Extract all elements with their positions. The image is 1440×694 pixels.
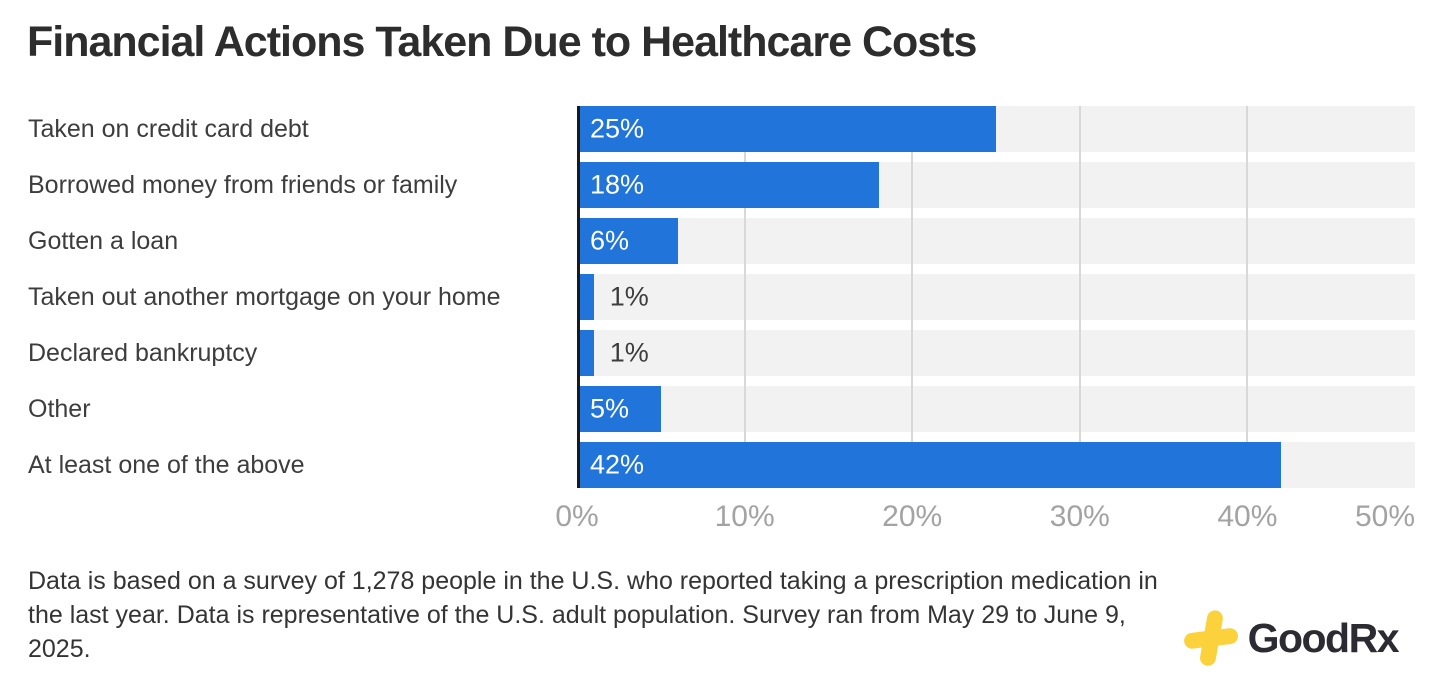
chart: Taken on credit card debt 25% Borrowed mon…	[0, 106, 1415, 488]
bar-value-label: 25%	[590, 113, 645, 144]
category-label: Borrowed money from friends or family	[28, 170, 458, 199]
cross-shape	[1183, 610, 1238, 666]
bar-track: 18%	[577, 162, 1415, 208]
chart-row: Taken on credit card debt 25%	[0, 106, 1415, 152]
bar-track: 1%	[577, 330, 1415, 376]
bar-track: 25%	[577, 106, 1415, 152]
y-axis-line	[577, 106, 580, 488]
chart-row: At least one of the above 42%	[0, 442, 1415, 488]
bar-value-label: 1%	[609, 337, 649, 368]
x-tick-label: 30%	[1049, 500, 1110, 533]
category-cell: Gotten a loan	[0, 218, 577, 264]
x-tick-label: 10%	[714, 500, 775, 533]
bar	[577, 106, 996, 152]
category-cell: Borrowed money from friends or family	[0, 162, 577, 208]
bar-value-label: 1%	[609, 281, 649, 312]
category-cell: At least one of the above	[0, 442, 577, 488]
goodrx-logo-text: GoodRx	[1247, 614, 1400, 661]
category-label: Declared bankruptcy	[28, 338, 258, 367]
bar	[577, 218, 678, 264]
x-tick-label: 20%	[882, 500, 943, 533]
bar-value-label: 6%	[590, 225, 630, 256]
chart-row: Gotten a loan 6%	[0, 218, 1415, 264]
page-title: Financial Actions Taken Due to Healthcar…	[27, 18, 977, 66]
bar	[577, 274, 594, 320]
x-tick-label: 0%	[555, 500, 599, 533]
bar	[577, 330, 594, 376]
x-axis: 0% 10% 20% 30% 40% 50%	[555, 500, 1415, 534]
bar	[577, 442, 1281, 488]
bar-value-label: 18%	[590, 169, 645, 200]
category-cell: Taken out another mortgage on your home	[0, 274, 577, 320]
chart-row: Declared bankruptcy 1%	[0, 330, 1415, 376]
chart-row: Other 5%	[0, 386, 1415, 432]
bar	[577, 162, 879, 208]
bar-track: 42%	[577, 442, 1415, 488]
bar-track: 5%	[577, 386, 1415, 432]
category-cell: Taken on credit card debt	[0, 106, 577, 152]
category-label: Taken out another mortgage on your home	[28, 282, 501, 311]
category-label: Taken on credit card debt	[28, 114, 309, 143]
goodrx-cross-icon	[1183, 610, 1238, 666]
chart-rows: Taken on credit card debt 25% Borrowed mon…	[0, 106, 1415, 488]
goodrx-logo: GoodRx	[1183, 608, 1400, 668]
category-label: Gotten a loan	[28, 226, 179, 255]
bar-value-label: 5%	[590, 393, 630, 424]
category-cell: Other	[0, 386, 577, 432]
x-tick-label: 50%	[1354, 500, 1415, 533]
chart-row: Borrowed money from friends or family 18%	[0, 162, 1415, 208]
bar-track: 6%	[577, 218, 1415, 264]
chart-row: Taken out another mortgage on your home 1…	[0, 274, 1415, 320]
bar-value-label: 42%	[590, 449, 645, 480]
category-label: At least one of the above	[28, 450, 305, 479]
category-cell: Declared bankruptcy	[0, 330, 577, 376]
category-label: Other	[28, 394, 91, 423]
footnote: Data is based on a survey of 1,278 peopl…	[28, 567, 1158, 663]
x-tick-label: 40%	[1217, 500, 1278, 533]
bar-track: 1%	[577, 274, 1415, 320]
bar	[577, 386, 661, 432]
